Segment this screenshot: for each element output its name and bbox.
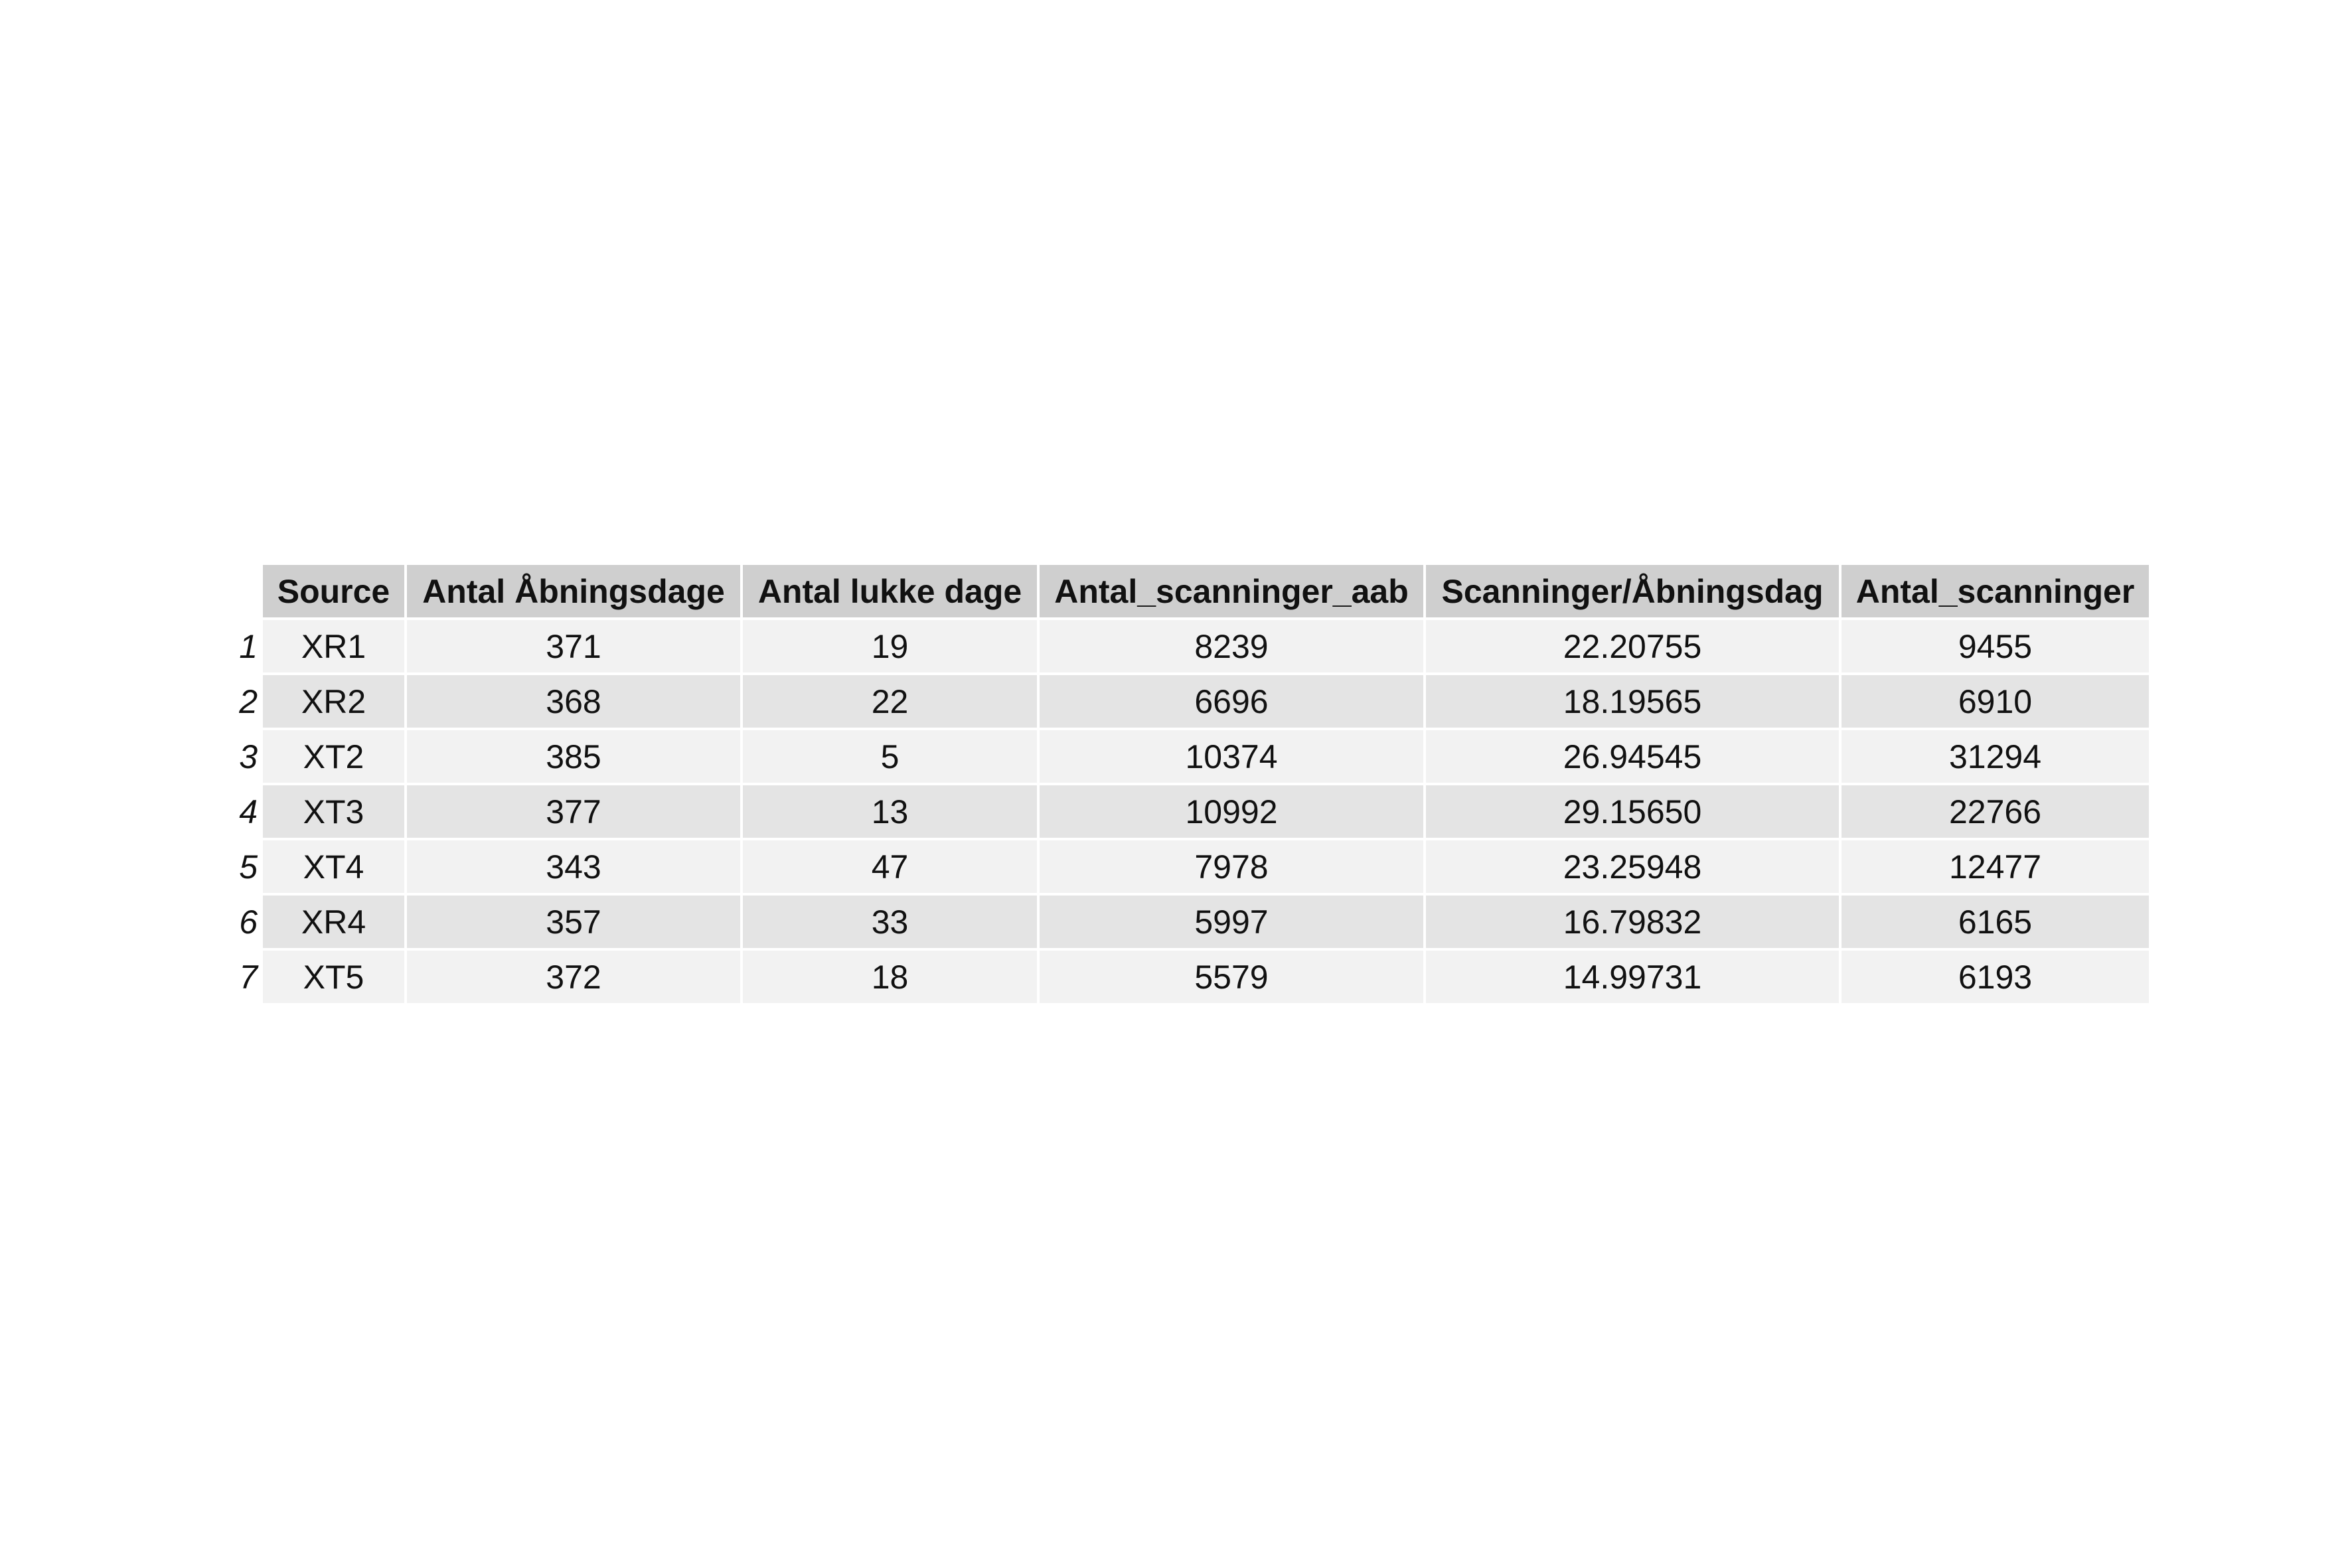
data-table-container: Source Antal Åbningsdage Antal lukke dag…	[226, 562, 2152, 1006]
table-cell: 10992	[1040, 785, 1423, 838]
table-cell: 10374	[1040, 730, 1423, 783]
table-cell: 385	[407, 730, 740, 783]
table-cell: 371	[407, 620, 740, 672]
table-cell: 6696	[1040, 675, 1423, 728]
table-cell: 13	[743, 785, 1037, 838]
table-cell: 18	[743, 951, 1037, 1003]
table-cell: XT4	[263, 840, 404, 893]
column-header-source: Source	[263, 565, 404, 617]
table-cell: 14.99731	[1426, 951, 1839, 1003]
table-cell: 6165	[1842, 896, 2149, 948]
table-cell: 6193	[1842, 951, 2149, 1003]
table-row: 6 XR4 357 33 5997 16.79832 6165	[228, 896, 2149, 948]
table-cell: 22.20755	[1426, 620, 1839, 672]
table-cell: XR2	[263, 675, 404, 728]
table-cell: 5579	[1040, 951, 1423, 1003]
row-index: 7	[239, 958, 258, 996]
table-cell: 8239	[1040, 620, 1423, 672]
data-table: Source Antal Åbningsdage Antal lukke dag…	[226, 562, 2152, 1006]
row-index: 6	[239, 903, 258, 941]
table-cell: 368	[407, 675, 740, 728]
table-row: 5 XT4 343 47 7978 23.25948 12477	[228, 840, 2149, 893]
header-row: Source Antal Åbningsdage Antal lukke dag…	[228, 565, 2149, 617]
column-header-scanninger-per-abningsdag: Scanninger/Åbningsdag	[1426, 565, 1839, 617]
table-cell: 357	[407, 896, 740, 948]
table-cell: 19	[743, 620, 1037, 672]
table-row: 3 XT2 385 5 10374 26.94545 31294	[228, 730, 2149, 783]
index-header	[228, 565, 260, 617]
table-cell: 23.25948	[1426, 840, 1839, 893]
table-cell: 31294	[1842, 730, 2149, 783]
table-cell: 343	[407, 840, 740, 893]
column-header-antal-lukke-dage: Antal lukke dage	[743, 565, 1037, 617]
table-cell: 6910	[1842, 675, 2149, 728]
row-index: 4	[239, 793, 258, 830]
table-cell: 22	[743, 675, 1037, 728]
column-header-antal-scanninger-aab: Antal_scanninger_aab	[1040, 565, 1423, 617]
table-cell: 33	[743, 896, 1037, 948]
table-cell: 22766	[1842, 785, 2149, 838]
table-cell: 9455	[1842, 620, 2149, 672]
row-index: 2	[239, 682, 258, 720]
table-cell: 29.15650	[1426, 785, 1839, 838]
table-row: 2 XR2 368 22 6696 18.19565 6910	[228, 675, 2149, 728]
table-cell: XR4	[263, 896, 404, 948]
table-row: 1 XR1 371 19 8239 22.20755 9455	[228, 620, 2149, 672]
table-cell: 18.19565	[1426, 675, 1839, 728]
table-cell: XR1	[263, 620, 404, 672]
table-cell: 5	[743, 730, 1037, 783]
table-row: 4 XT3 377 13 10992 29.15650 22766	[228, 785, 2149, 838]
table-cell: 26.94545	[1426, 730, 1839, 783]
column-header-antal-abningsdage: Antal Åbningsdage	[407, 565, 740, 617]
column-header-antal-scanninger: Antal_scanninger	[1842, 565, 2149, 617]
table-cell: 47	[743, 840, 1037, 893]
table-cell: 5997	[1040, 896, 1423, 948]
row-index: 1	[239, 627, 258, 665]
row-index: 3	[239, 738, 258, 775]
table-cell: 372	[407, 951, 740, 1003]
row-index: 5	[239, 848, 258, 886]
table-row: 7 XT5 372 18 5579 14.99731 6193	[228, 951, 2149, 1003]
table-cell: 12477	[1842, 840, 2149, 893]
table-cell: XT5	[263, 951, 404, 1003]
table-cell: 16.79832	[1426, 896, 1839, 948]
table-cell: XT3	[263, 785, 404, 838]
table-body: 1 XR1 371 19 8239 22.20755 9455 2 XR2 368 22 6696 18…	[228, 620, 2149, 1003]
table-cell: 7978	[1040, 840, 1423, 893]
table-cell: XT2	[263, 730, 404, 783]
table-cell: 377	[407, 785, 740, 838]
